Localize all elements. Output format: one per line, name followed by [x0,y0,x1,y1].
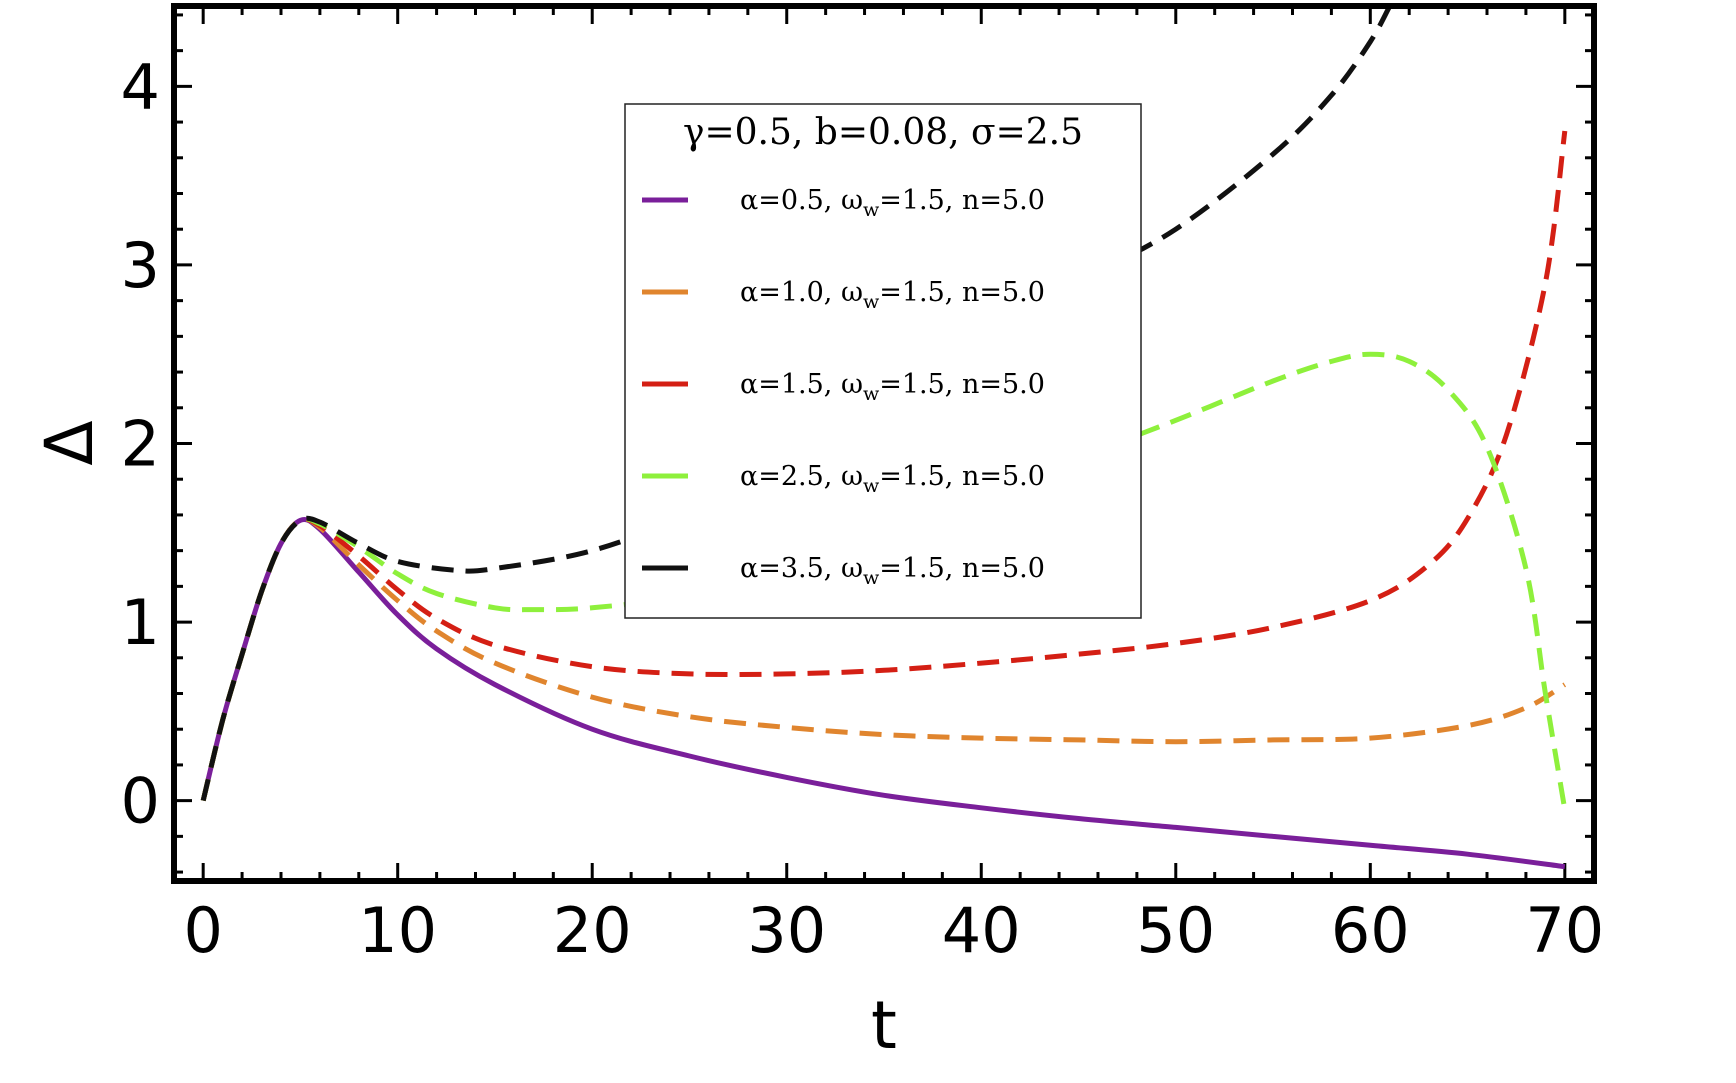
legend-title: γ=0.5, b=0.08, σ=2.5 [683,112,1083,153]
series-line-5 [200,6,1393,802]
x-tick-label: 20 [553,894,632,967]
x-tick-label: 0 [183,894,222,967]
tick-labels: 0 10 20 30 40 50 60 70 0 1 2 3 4 [121,50,1605,967]
x-axis-label: t [871,987,897,1064]
x-tick-label: 40 [942,894,1021,967]
y-tick-label: 2 [121,408,160,481]
legend: γ=0.5, b=0.08, σ=2.5 α=0.5, ωw=1.5, n=5.… [624,103,1142,619]
legend-label-3: α=1.5, ωw=1.5, n=5.0 [740,369,1045,405]
legend-box [624,103,1142,619]
x-tick-label: 10 [358,894,437,967]
y-tick-label: 3 [121,229,160,302]
x-tick-label: 50 [1136,894,1215,967]
series-layer [200,6,1568,870]
legend-label-4: α=2.5, ωw=1.5, n=5.0 [740,461,1045,497]
legend-label-5: α=3.5, ωw=1.5, n=5.0 [740,553,1045,589]
x-tick-label: 70 [1525,894,1604,967]
y-tick-label: 0 [121,765,160,838]
legend-label-2: α=1.0, ωw=1.5, n=5.0 [740,277,1045,313]
y-tick-label: 4 [121,50,160,123]
plot-frame [171,3,1597,884]
x-tick-label: 60 [1331,894,1410,967]
y-tick-label: 1 [121,586,160,659]
legend-label-1: α=0.5, ωw=1.5, n=5.0 [740,185,1045,221]
y-axis-label: Δ [31,420,108,465]
legend-items: α=0.5, ωw=1.5, n=5.0 α=1.0, ωw=1.5, n=5.0… [642,185,1045,589]
x-tick-label: 30 [747,894,826,967]
